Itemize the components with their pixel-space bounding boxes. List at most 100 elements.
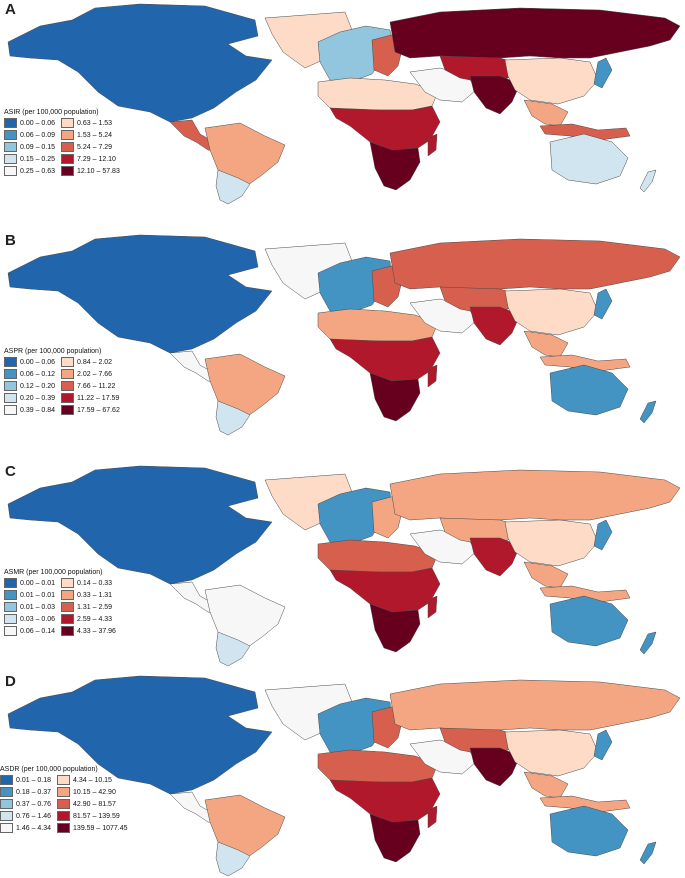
legend-swatch [0, 787, 13, 797]
panel-c: C ASMR (per 100,000 population) 0.00 – 0… [0, 462, 685, 668]
region-russia [389, 679, 681, 731]
legend-range-label: 0.00 – 0.06 [20, 119, 56, 127]
legend-range-label: 1.46 – 4.34 [16, 824, 52, 832]
legend-swatch [61, 381, 75, 391]
legend-swatch [61, 405, 75, 415]
legend-swatch [57, 811, 71, 821]
region-south-america-north [204, 353, 286, 417]
legend-swatch [4, 369, 17, 379]
panel-a: A ASIR (per 100,000 population) 0.00 – 0… [0, 0, 685, 206]
region-south-america-south [215, 631, 251, 667]
region-north-america [7, 234, 273, 354]
legend-range-label: 0.63 – 1.53 [77, 119, 113, 127]
legend-item: 2.59 – 4.33 [61, 614, 116, 624]
region-south-america-north [204, 122, 286, 186]
legend-item: 0.37 – 0.76 [0, 799, 51, 809]
legend-item: 42.90 – 81.57 [57, 799, 128, 809]
legend-swatch [4, 381, 17, 391]
legend-item: 5.24 – 7.29 [61, 142, 120, 152]
region-indonesia [539, 123, 631, 141]
legend-item: 139.59 – 1077.45 [57, 823, 128, 833]
region-australia [549, 364, 629, 416]
legend-range-label: 0.01 – 0.18 [16, 776, 52, 784]
legend-range-label: 0.01 – 0.03 [20, 603, 56, 611]
region-south-america-south [215, 400, 251, 436]
legend-range-label: 1.31 – 2.59 [77, 603, 113, 611]
legend-swatch [61, 369, 75, 379]
legend-range-label: 10.15 – 42.90 [73, 788, 116, 796]
region-madagascar [427, 805, 438, 829]
legend-range-label: 0.33 – 1.31 [77, 591, 113, 599]
legend-title: ASPR (per 100,000 population) [4, 348, 102, 355]
legend-range-label: 2.59 – 4.33 [77, 615, 113, 623]
legend-item: 0.09 – 0.15 [4, 142, 55, 152]
legend-swatch [4, 614, 17, 624]
legend-range-label: 0.84 – 2.02 [77, 358, 113, 366]
region-china [504, 288, 599, 336]
legend-item: 0.00 – 0.01 [4, 578, 55, 588]
legend-swatch [4, 602, 17, 612]
legend-range-label: 0.03 – 0.06 [20, 615, 56, 623]
legend: ASDR (per 100,000 population) 0.01 – 0.1… [0, 766, 128, 833]
legend-range-label: 0.00 – 0.06 [20, 358, 56, 366]
legend-swatch [61, 626, 75, 636]
legend-range-label: 0.20 – 0.39 [20, 394, 56, 402]
legend: ASMR (per 100,000 population) 0.00 – 0.0… [4, 569, 116, 636]
legend-swatch [61, 614, 75, 624]
legend-item: 0.39 – 0.84 [4, 405, 55, 415]
region-sub-saharan-africa [329, 105, 441, 151]
legend-item: 1.53 – 5.24 [61, 130, 120, 140]
legend-range-label: 0.09 – 0.15 [20, 143, 56, 151]
legend-title: ASDR (per 100,000 population) [0, 766, 98, 773]
legend-swatch [61, 130, 75, 140]
legend-swatch [61, 578, 75, 588]
legend-range-label: 0.14 – 0.33 [77, 579, 113, 587]
legend-swatch [61, 166, 75, 176]
legend-swatch [4, 626, 17, 636]
panel-label: A [5, 1, 16, 18]
region-new-zealand [639, 841, 657, 865]
region-china [504, 729, 599, 777]
region-australia [549, 133, 629, 185]
region-new-zealand [639, 400, 657, 424]
legend-range-label: 11.22 – 17.59 [77, 394, 120, 402]
legend-range-label: 7.66 – 11.22 [77, 382, 116, 390]
legend-item: 0.15 – 0.25 [4, 154, 55, 164]
region-south-america-north [204, 794, 286, 858]
world-map [7, 3, 681, 205]
legend-range-label: 0.01 – 0.01 [20, 591, 56, 599]
region-japan [593, 288, 613, 320]
legend-item: 1.31 – 2.59 [61, 602, 116, 612]
panel-label: C [5, 463, 16, 480]
legend-range-label: 0.12 – 0.20 [20, 382, 56, 390]
legend-item: 0.01 – 0.03 [4, 602, 55, 612]
region-madagascar [427, 133, 438, 157]
region-china [504, 57, 599, 105]
legend-item: 0.84 – 2.02 [61, 357, 120, 367]
legend-swatch [4, 154, 17, 164]
region-south-asia [469, 537, 521, 577]
legend-range-label: 139.59 – 1077.45 [73, 824, 128, 832]
legend-swatch [57, 799, 71, 809]
legend-item: 7.66 – 11.22 [61, 381, 120, 391]
legend-range-label: 81.57 – 139.59 [73, 812, 120, 820]
legend-range-label: 0.76 – 1.46 [16, 812, 52, 820]
legend-item: 7.29 – 12.10 [61, 154, 120, 164]
legend-item: 4.33 – 37.96 [61, 626, 116, 636]
legend-swatch [61, 590, 75, 600]
region-sub-saharan-africa [329, 777, 441, 823]
legend-range-label: 0.18 – 0.37 [16, 788, 52, 796]
legend-swatch [61, 357, 75, 367]
region-madagascar [427, 364, 438, 388]
legend-item: 0.01 – 0.01 [4, 590, 55, 600]
legend-swatch [61, 142, 75, 152]
legend-item: 0.00 – 0.06 [4, 118, 55, 128]
region-south-asia [469, 747, 521, 787]
legend-item: 0.25 – 0.63 [4, 166, 55, 176]
legend-item: 17.59 – 67.62 [61, 405, 120, 415]
legend-swatch [57, 787, 71, 797]
legend-item: 4.34 – 10.15 [57, 775, 128, 785]
legend-item: 0.01 – 0.18 [0, 775, 51, 785]
legend-swatch [4, 405, 17, 415]
legend-grid: 0.00 – 0.06 0.84 – 2.02 0.06 – 0.12 2.02 – … [4, 357, 120, 415]
